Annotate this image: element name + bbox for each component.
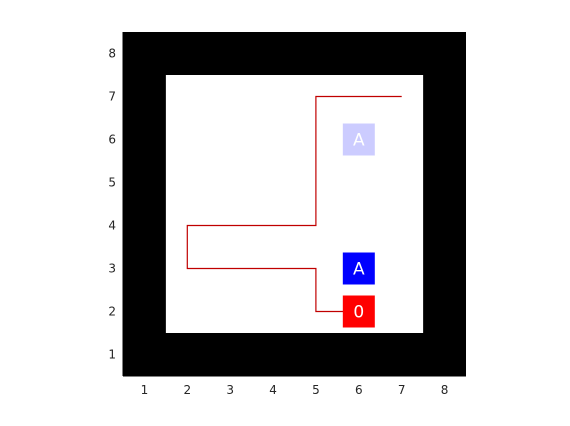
axes-layer: 1 2 3 4 5 6 7 8 1 2 3 4 5 6 7 8 [108,32,466,397]
y-tick-label: 2 [108,305,116,319]
tile-goal: A [342,252,375,285]
open-floor-region [165,75,424,333]
tile-goal-ghost: A [342,123,375,156]
tile-label: 0 [353,303,364,323]
tiles-layer: A A 0 [342,123,375,328]
board-background [123,32,466,376]
y-tick-label: 8 [108,47,116,61]
x-tick-label: 4 [269,383,277,397]
tile-label: A [353,260,365,280]
y-tick-label: 5 [108,176,116,190]
x-tick-label: 7 [398,383,406,397]
y-tick-label: 3 [108,262,116,276]
tile-label: A [353,131,365,151]
x-tick-label: 3 [226,383,234,397]
tile-square [342,123,375,156]
y-tick-label: 7 [108,90,116,104]
y-tick-label: 6 [108,133,116,147]
tile-square [342,252,375,285]
y-tick-label: 4 [108,219,116,233]
x-tick-label: 2 [183,383,191,397]
x-tick-label: 8 [441,383,449,397]
path-layer [186,95,402,313]
x-tick-label: 5 [312,383,320,397]
trajectory-line [186,95,402,313]
x-tick-label: 6 [355,383,363,397]
tile-square [342,295,375,328]
tile-agent: 0 [342,295,375,328]
x-tick-label: 1 [141,383,149,397]
y-tick-label: 1 [108,348,116,362]
